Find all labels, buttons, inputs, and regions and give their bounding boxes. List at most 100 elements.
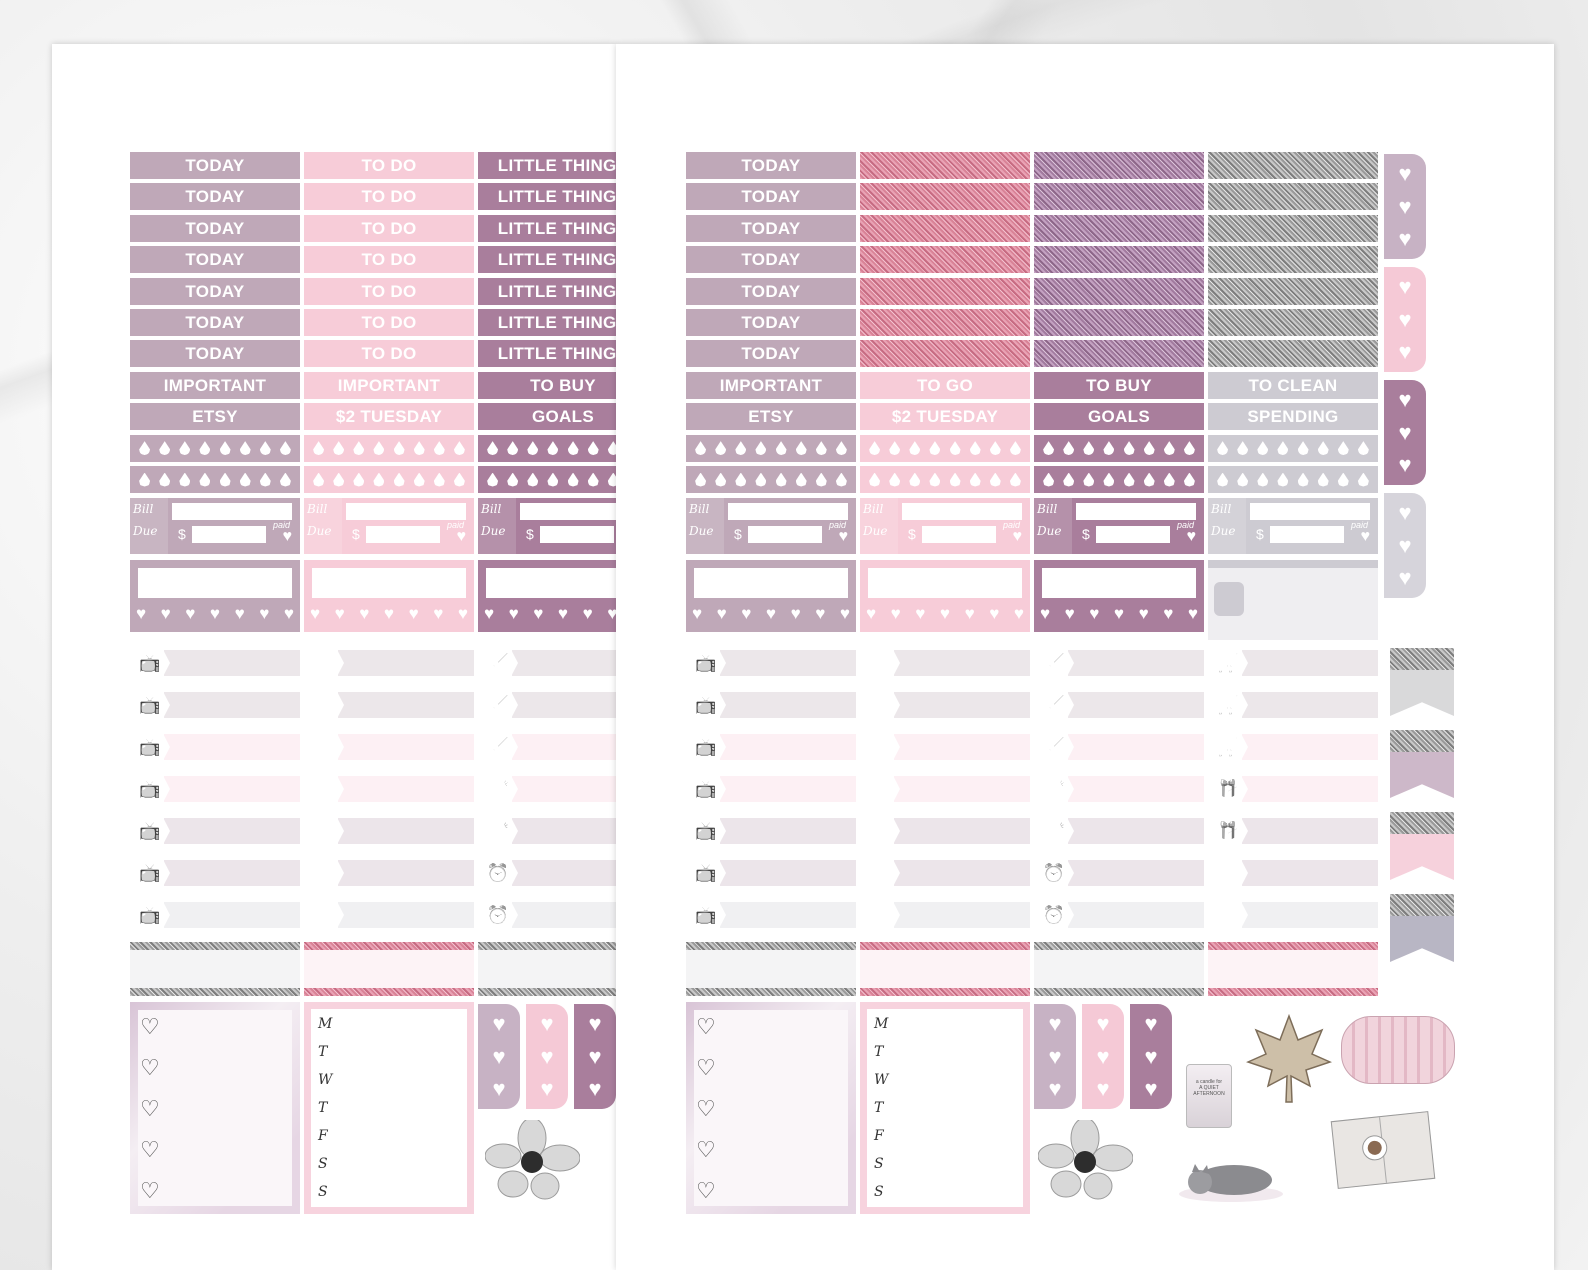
water-tracker[interactable] (304, 466, 474, 493)
header-sticker[interactable]: TODAY (686, 277, 856, 305)
header-sticker[interactable]: LITTLE THINGS (478, 340, 616, 368)
header-sticker[interactable]: TO BUY (478, 371, 616, 399)
water-tracker[interactable] (686, 434, 856, 462)
header-sticker[interactable]: TO GO (860, 371, 1030, 399)
header-sticker[interactable]: TODAY (686, 183, 856, 211)
icon-sticker[interactable]: 📺 (130, 730, 300, 764)
header-sticker[interactable]: TODAY (686, 309, 856, 336)
heart-side-tab[interactable]: ♥ ♥ ♥ (478, 1004, 520, 1109)
glitter-strip[interactable] (130, 942, 300, 996)
header-sticker[interactable]: SPENDING (1208, 403, 1378, 431)
flag-sticker[interactable] (1390, 894, 1454, 962)
header-sticker[interactable]: ETSY (686, 403, 856, 431)
hearts-notes-panel[interactable]: ♡ ♡ ♡ ♡ ♡ (130, 1002, 300, 1214)
icon-sticker[interactable]: 🍽 (304, 772, 474, 806)
header-sticker[interactable]: IMPORTANT (686, 371, 856, 399)
heart-side-tab[interactable]: ♥ ♥ ♥ (1034, 1004, 1076, 1109)
icon-sticker[interactable]: 📺 (686, 814, 856, 848)
heart-tracker-box[interactable]: ♥ ♥ ♥ ♥ ♥ ♥ ♥ (686, 560, 856, 632)
icon-sticker[interactable]: 🥂 (478, 772, 616, 806)
header-sticker[interactable] (1034, 277, 1204, 305)
header-sticker[interactable]: GOALS (478, 403, 616, 431)
icon-sticker[interactable]: 🍽 (860, 898, 1030, 932)
heart-side-tab[interactable]: ♥ ♥ ♥ (574, 1004, 616, 1109)
icon-sticker[interactable]: 🧹 (1034, 688, 1204, 722)
heart-side-tab[interactable]: ♥ ♥ ♥ (526, 1004, 568, 1109)
icon-sticker[interactable]: 🍽 (860, 646, 1030, 680)
water-tracker[interactable] (130, 466, 300, 493)
icon-sticker[interactable]: 📺 (130, 814, 300, 848)
header-sticker[interactable] (1034, 214, 1204, 242)
header-sticker[interactable]: LITTLE THINGS (478, 246, 616, 274)
glitter-strip[interactable] (860, 942, 1030, 996)
header-sticker[interactable]: TO DO (304, 309, 474, 336)
icon-sticker[interactable]: 📺 (686, 688, 856, 722)
header-sticker[interactable] (860, 309, 1030, 336)
header-sticker[interactable] (1208, 214, 1378, 242)
icon-sticker[interactable]: ⏰ (478, 898, 616, 932)
heart-side-tab[interactable]: ♥ ♥ ♥ (1384, 380, 1426, 485)
header-sticker[interactable]: TODAY (130, 246, 300, 274)
water-tracker[interactable] (1034, 466, 1204, 493)
glitter-strip[interactable] (304, 942, 474, 996)
icon-sticker[interactable]: 🥂 (1034, 814, 1204, 848)
water-tracker[interactable] (860, 466, 1030, 493)
icon-sticker[interactable]: 🧹 (478, 688, 616, 722)
icon-sticker[interactable]: 📺 (686, 856, 856, 890)
icon-sticker[interactable]: 🎁 (1208, 814, 1378, 848)
bill-due-sticker[interactable]: Bill Due $ paid♥ (130, 498, 300, 554)
header-sticker[interactable]: IMPORTANT (130, 371, 300, 399)
heart-tracker-box[interactable]: ♥ ♥ ♥ ♥ ♥ ♥ ♥ (1034, 560, 1204, 632)
heart-side-tab[interactable]: ♥ ♥ ♥ (1082, 1004, 1124, 1109)
header-sticker[interactable]: TODAY (130, 152, 300, 179)
icon-sticker[interactable]: 🍽 (304, 646, 474, 680)
header-sticker[interactable] (1034, 183, 1204, 211)
header-sticker[interactable] (1208, 183, 1378, 211)
flag-sticker[interactable] (1390, 648, 1454, 716)
header-sticker[interactable]: TO DO (304, 277, 474, 305)
icon-sticker[interactable]: 🍽 (304, 856, 474, 890)
water-tracker[interactable] (304, 434, 474, 462)
glitter-strip[interactable] (686, 942, 856, 996)
header-sticker[interactable] (860, 214, 1030, 242)
header-sticker[interactable]: TO DO (304, 246, 474, 274)
heart-side-tab[interactable]: ♥ ♥ ♥ (1130, 1004, 1172, 1109)
water-tracker[interactable] (130, 434, 300, 462)
header-sticker[interactable] (860, 152, 1030, 179)
icon-sticker[interactable]: ♡ (1208, 898, 1378, 932)
water-tracker[interactable] (860, 434, 1030, 462)
header-sticker[interactable]: LITTLE THINGS (478, 214, 616, 242)
icon-sticker[interactable]: 🥂 (1034, 772, 1204, 806)
glitter-strip[interactable] (478, 942, 616, 996)
heart-tracker-box[interactable]: ♥ ♥ ♥ ♥ ♥ ♥ ♥ (130, 560, 300, 632)
hearts-notes-panel[interactable]: ♡ ♡ ♡ ♡ ♡ (686, 1002, 856, 1214)
heart-side-tab[interactable]: ♥ ♥ ♥ (1384, 154, 1426, 259)
heart-tracker-box[interactable]: ♥ ♥ ♥ ♥ ♥ ♥ ♥ (860, 560, 1030, 632)
icon-sticker[interactable]: 🍽 (304, 898, 474, 932)
header-sticker[interactable] (860, 246, 1030, 274)
glitter-strip[interactable] (1034, 942, 1204, 996)
bill-due-sticker[interactable]: Bill Due $ paid♥ (686, 498, 856, 554)
header-sticker[interactable]: $2 TUESDAY (304, 403, 474, 431)
header-sticker[interactable] (860, 183, 1030, 211)
icon-sticker[interactable]: 📺 (130, 856, 300, 890)
header-sticker[interactable]: TODAY (130, 340, 300, 368)
header-sticker[interactable] (1208, 309, 1378, 336)
icon-sticker[interactable]: 🍽 (860, 730, 1030, 764)
header-sticker[interactable]: TODAY (686, 340, 856, 368)
heart-side-tab[interactable]: ♥ ♥ ♥ (1384, 267, 1426, 372)
icon-sticker[interactable]: 📺 (130, 646, 300, 680)
water-tracker[interactable] (1034, 434, 1204, 462)
header-sticker[interactable] (1208, 246, 1378, 274)
icon-sticker[interactable]: 🧹 (478, 646, 616, 680)
icon-sticker[interactable]: 📺 (686, 898, 856, 932)
header-sticker[interactable]: TODAY (130, 214, 300, 242)
icon-sticker[interactable]: 🥂 (478, 814, 616, 848)
header-sticker[interactable]: LITTLE THINGS (478, 183, 616, 211)
flag-sticker[interactable] (1390, 812, 1454, 880)
water-tracker[interactable] (1208, 434, 1378, 462)
header-sticker[interactable]: TO CLEAN (1208, 371, 1378, 399)
icon-sticker[interactable]: ♡ (1208, 856, 1378, 890)
icon-sticker[interactable]: 📺 (686, 646, 856, 680)
header-sticker[interactable]: LITTLE THINGS (478, 277, 616, 305)
